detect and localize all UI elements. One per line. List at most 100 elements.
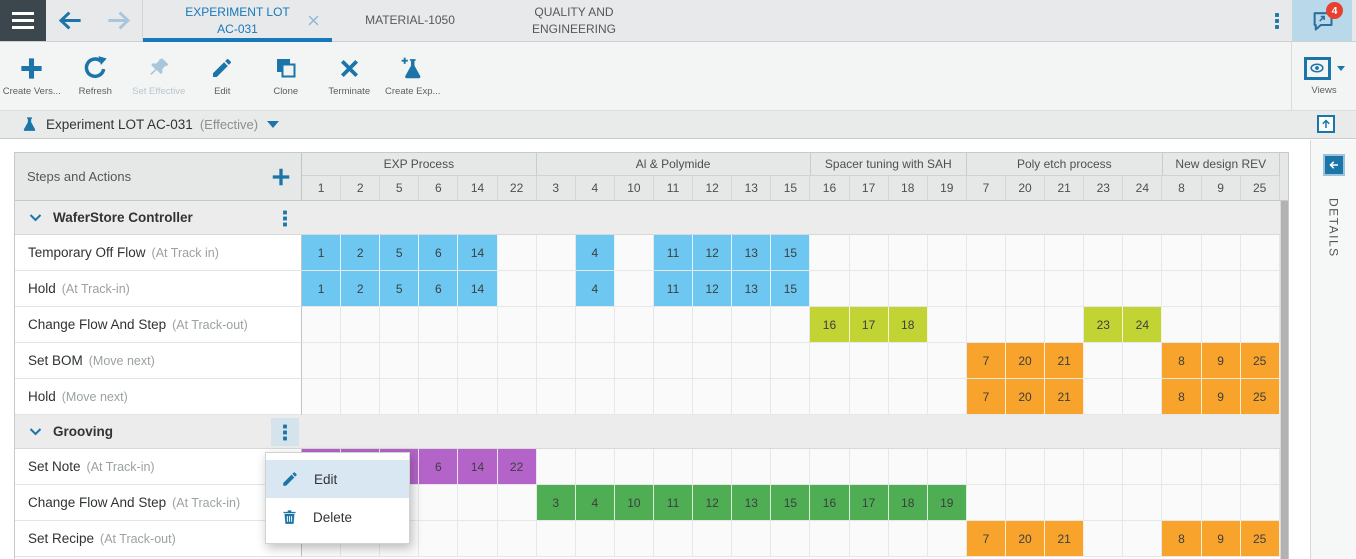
schedule-cell-filled-17[interactable]: 17 (849, 485, 889, 521)
schedule-cell-filled-25[interactable]: 25 (1240, 343, 1280, 379)
schedule-cell-filled-14[interactable]: 14 (458, 271, 498, 307)
schedule-cell-filled-9[interactable]: 9 (1201, 343, 1241, 379)
chevron-down-icon[interactable] (28, 424, 43, 439)
schedule-cell-filled-25[interactable]: 25 (1240, 521, 1280, 557)
schedule-cell-filled-7[interactable]: 7 (966, 379, 1006, 415)
schedule-cell-filled-13[interactable]: 13 (732, 235, 772, 271)
schedule-cell-filled-16[interactable]: 16 (810, 307, 850, 343)
action-label[interactable]: Temporary Off Flow (At Track in) (15, 235, 302, 271)
top-navigation-bar: EXPERIMENT LOT AC-031 MATERIAL-1050 QUAL… (0, 0, 1356, 42)
schedule-cell-filled-22[interactable]: 22 (497, 449, 537, 485)
schedule-cell-filled-16[interactable]: 16 (810, 485, 850, 521)
tab-material-1050[interactable]: MATERIAL-1050 (332, 0, 488, 41)
schedule-cell-filled-7[interactable]: 7 (966, 343, 1006, 379)
schedule-cell-filled-5[interactable]: 5 (380, 271, 420, 307)
group-actions-menu-button[interactable] (271, 204, 299, 232)
schedule-cell-filled-25[interactable]: 25 (1240, 379, 1280, 415)
schedule-cell-filled-11[interactable]: 11 (653, 235, 694, 271)
action-label[interactable]: Change Flow And Step (At Track-out) (15, 307, 302, 343)
schedule-cell-filled-4[interactable]: 4 (575, 485, 615, 521)
schedule-cell-filled-15[interactable]: 15 (771, 271, 811, 307)
schedule-cell-filled-8[interactable]: 8 (1162, 343, 1202, 379)
action-label[interactable]: Set Recipe (At Track-out) (15, 521, 302, 557)
schedule-cell-empty (888, 271, 928, 307)
schedule-cell-filled-20[interactable]: 20 (1005, 379, 1046, 415)
schedule-cell-empty (927, 271, 967, 307)
schedule-cell-filled-23[interactable]: 23 (1084, 307, 1124, 343)
schedule-cell-filled-14[interactable]: 14 (458, 235, 498, 271)
action-label[interactable]: Change Flow And Step (At Track-in) (15, 485, 302, 521)
schedule-cell-filled-9[interactable]: 9 (1201, 521, 1241, 557)
schedule-cell-filled-13[interactable]: 13 (732, 271, 772, 307)
schedule-cell-filled-1[interactable]: 1 (302, 271, 342, 307)
schedule-cell-filled-10[interactable]: 10 (614, 485, 654, 521)
action-label[interactable]: Set Note (At Track-in) (15, 449, 302, 485)
hamburger-menu-button[interactable] (0, 0, 46, 41)
schedule-cell-filled-11[interactable]: 11 (653, 485, 694, 521)
toolbar-button-refresh[interactable]: Refresh (64, 42, 128, 110)
schedule-cell-filled-12[interactable]: 12 (693, 235, 733, 271)
tab-experiment-lot-ac-031[interactable]: EXPERIMENT LOT AC-031 (143, 0, 332, 42)
group-actions-menu-button[interactable] (271, 418, 299, 446)
schedule-cell-filled-2[interactable]: 2 (341, 271, 381, 307)
schedule-cell-filled-14[interactable]: 14 (458, 449, 498, 485)
back-arrow-button[interactable] (57, 7, 84, 34)
title-dropdown-caret[interactable] (267, 121, 280, 128)
scrollbar-thumb[interactable] (1281, 201, 1288, 559)
schedule-cell-filled-12[interactable]: 12 (693, 485, 733, 521)
toolbar-button-clone[interactable]: Clone (254, 42, 318, 110)
schedule-cell-filled-13[interactable]: 13 (732, 485, 772, 521)
schedule-cell-filled-20[interactable]: 20 (1005, 521, 1046, 557)
schedule-cell-filled-1[interactable]: 1 (302, 235, 342, 271)
schedule-cell-filled-4[interactable]: 4 (575, 271, 615, 307)
schedule-cell-filled-5[interactable]: 5 (380, 235, 420, 271)
tab-quality-and-engineering[interactable]: QUALITY AND ENGINEERING (488, 0, 660, 41)
schedule-cell-filled-21[interactable]: 21 (1045, 379, 1085, 415)
toolbar-button-edit[interactable]: Edit (191, 42, 255, 110)
schedule-cell-filled-2[interactable]: 2 (341, 235, 381, 271)
schedule-cell-empty (771, 307, 811, 343)
schedule-cell-filled-3[interactable]: 3 (536, 485, 576, 521)
schedule-cell-filled-19[interactable]: 19 (927, 485, 967, 521)
notifications-button[interactable]: 4 (1292, 0, 1352, 41)
overflow-menu-icon[interactable] (1267, 9, 1287, 33)
schedule-cell-filled-15[interactable]: 15 (771, 235, 811, 271)
schedule-cell-filled-8[interactable]: 8 (1162, 379, 1202, 415)
schedule-cell-filled-11[interactable]: 11 (653, 271, 694, 307)
action-label[interactable]: Hold (At Track-in) (15, 271, 302, 307)
vertical-scrollbar[interactable] (1280, 201, 1288, 559)
schedule-cell-filled-20[interactable]: 20 (1005, 343, 1046, 379)
context-menu-delete[interactable]: Delete (266, 498, 409, 536)
schedule-cell-empty (732, 379, 772, 415)
toolbar-button-terminate[interactable]: Terminate (318, 42, 382, 110)
toolbar-button-create-vers[interactable]: Create Vers... (0, 42, 64, 110)
schedule-cell-filled-21[interactable]: 21 (1045, 343, 1085, 379)
schedule-cell-filled-4[interactable]: 4 (575, 235, 615, 271)
schedule-cell-empty (458, 521, 498, 557)
add-step-button[interactable] (270, 166, 292, 188)
action-label[interactable]: Set BOM (Move next) (15, 343, 302, 379)
schedule-cell-filled-12[interactable]: 12 (693, 271, 733, 307)
context-menu-edit[interactable]: Edit (266, 460, 409, 498)
close-tab-icon[interactable] (306, 13, 321, 28)
schedule-cell-filled-15[interactable]: 15 (771, 485, 811, 521)
views-button[interactable]: Views (1291, 42, 1356, 110)
schedule-cell-filled-8[interactable]: 8 (1162, 521, 1202, 557)
details-panel-tab[interactable]: DETAILS (1310, 140, 1356, 559)
schedule-cell-filled-21[interactable]: 21 (1045, 521, 1085, 557)
schedule-cell-filled-18[interactable]: 18 (888, 307, 928, 343)
schedule-cell-filled-9[interactable]: 9 (1201, 379, 1241, 415)
schedule-cell-filled-6[interactable]: 6 (419, 449, 459, 485)
schedule-cell-filled-17[interactable]: 17 (849, 307, 889, 343)
schedule-cell-filled-18[interactable]: 18 (888, 485, 928, 521)
schedule-cell-empty (888, 235, 928, 271)
schedule-cell-filled-6[interactable]: 6 (419, 271, 459, 307)
collapse-header-button[interactable] (1317, 115, 1335, 133)
expand-details-icon[interactable] (1322, 154, 1345, 176)
action-label[interactable]: Hold (Move next) (15, 379, 302, 415)
schedule-cell-filled-7[interactable]: 7 (966, 521, 1006, 557)
toolbar-button-create-exp[interactable]: Create Exp... (381, 42, 445, 110)
chevron-down-icon[interactable] (28, 210, 43, 225)
schedule-cell-filled-24[interactable]: 24 (1123, 307, 1163, 343)
schedule-cell-filled-6[interactable]: 6 (419, 235, 459, 271)
